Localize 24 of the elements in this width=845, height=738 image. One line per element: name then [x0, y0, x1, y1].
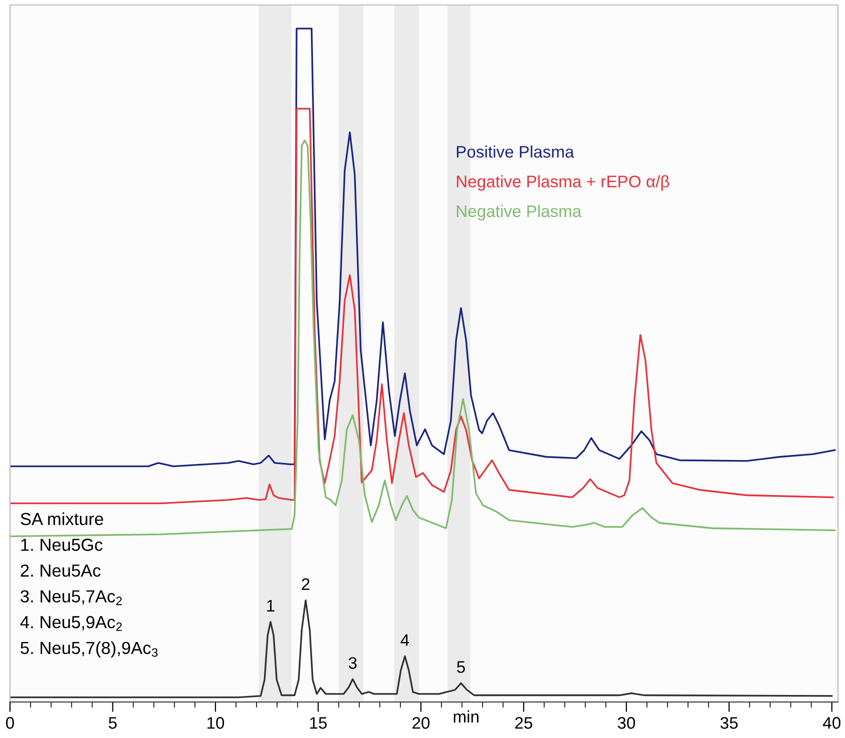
annotation: 3	[348, 657, 357, 669]
text: Positive Plasma	[456, 145, 574, 158]
x-tick-label: 35	[720, 717, 738, 729]
x-tick-label: 0	[6, 717, 14, 729]
annotation: 1	[267, 600, 274, 612]
x-tick-label: 40	[822, 717, 840, 729]
annotation: SA mixture	[20, 512, 104, 526]
x-tick-label: 30	[618, 717, 635, 729]
annotation: 3. Neu5,7Ac$_{2}$	[20, 590, 122, 606]
x-tick-label: 10	[207, 717, 224, 729]
text: Negative Plasma	[456, 204, 582, 220]
annotation: 5	[457, 661, 465, 673]
text: Negative Plasma + rEPO α/β	[456, 175, 670, 191]
annotation: 4. Neu5,9Ac$_{2}$	[20, 616, 122, 631]
annotation: 2	[302, 578, 310, 590]
x-tick-label: 25	[515, 717, 532, 729]
x-tick-label: 20	[412, 717, 430, 729]
x-tick-label: 15	[310, 717, 327, 729]
x-tick-label: 5	[108, 717, 117, 729]
annotation: 4	[400, 634, 410, 646]
x-axis-title: min	[454, 710, 478, 722]
annotation: 1. Neu5Gc	[21, 538, 102, 551]
annotation: 2. Neu5Ac	[20, 564, 101, 577]
annotation: 5. Neu5,7(8),9Ac$_{3}$	[20, 641, 158, 658]
